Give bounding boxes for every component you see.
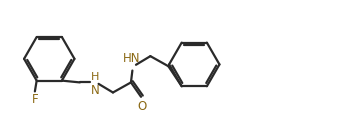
Text: HN: HN: [122, 52, 140, 65]
Text: N: N: [91, 84, 99, 97]
Text: H: H: [91, 72, 99, 82]
Text: O: O: [137, 100, 147, 113]
Text: F: F: [32, 93, 38, 106]
